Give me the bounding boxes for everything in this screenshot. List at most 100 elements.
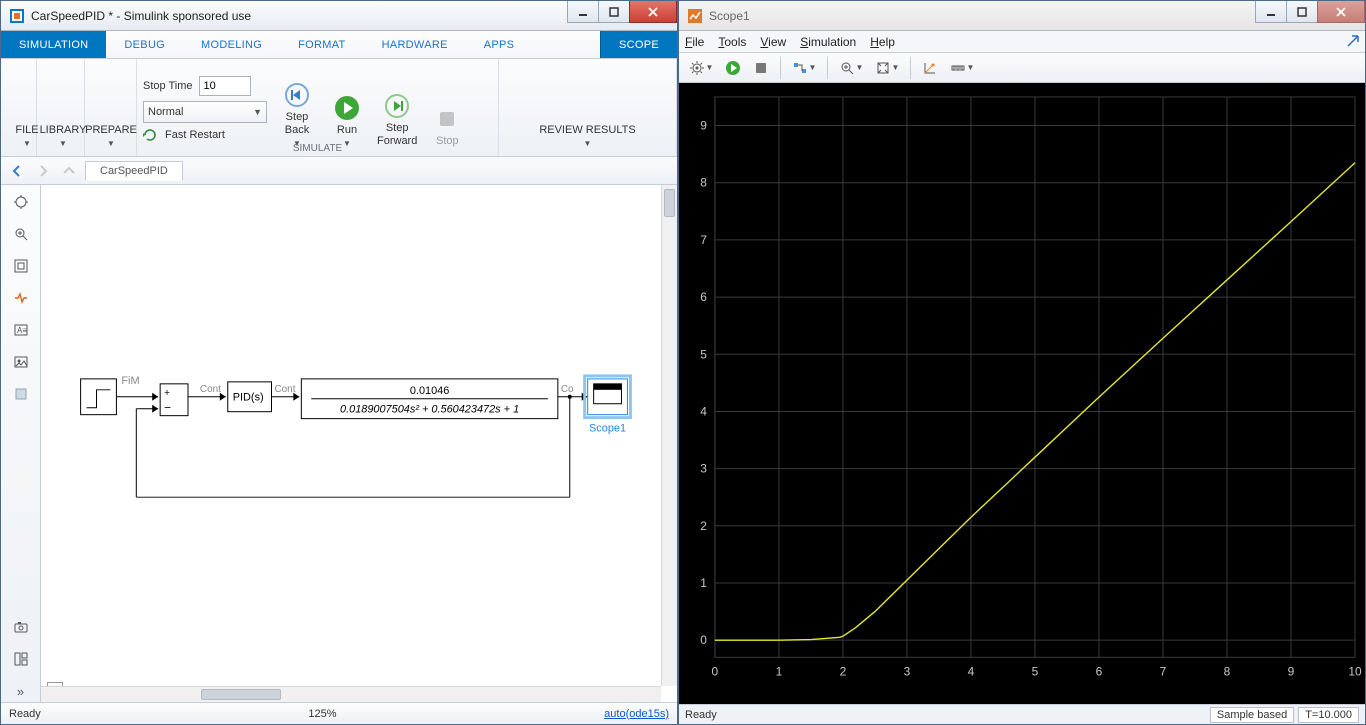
zoom-icon[interactable]	[10, 223, 32, 245]
svg-text:0: 0	[712, 664, 719, 678]
svg-text:2: 2	[840, 664, 847, 678]
minimize-button[interactable]	[567, 1, 599, 23]
svg-text:7: 7	[1160, 664, 1167, 678]
tab-debug[interactable]: DEBUG	[106, 31, 183, 58]
run-button-scope[interactable]	[721, 56, 745, 80]
breadcrumb-tab[interactable]: CarSpeedPID	[85, 161, 183, 181]
hide-show-explorer-icon[interactable]	[10, 191, 32, 213]
menu-file[interactable]: File	[685, 35, 704, 49]
autoscale-button[interactable]: ▼	[871, 56, 903, 80]
scope-plot-area[interactable]: 0123456789100123456789	[679, 83, 1365, 704]
sample-time-icon[interactable]	[10, 287, 32, 309]
scope-statusbar: Ready Sample based T=10.000	[679, 704, 1365, 724]
prepare-menu[interactable]: PREPARE▼	[91, 68, 131, 148]
area-icon[interactable]	[10, 383, 32, 405]
expand-icon[interactable]: »	[10, 680, 32, 702]
tab-apps[interactable]: APPS	[466, 31, 533, 58]
scope-maximize-button[interactable]	[1286, 1, 1318, 23]
svg-text:Co: Co	[561, 384, 574, 395]
nav-back-button[interactable]	[7, 161, 27, 181]
status-solver[interactable]: auto(ode15s)	[604, 708, 669, 720]
svg-text:0.01046: 0.01046	[410, 385, 449, 397]
svg-text:Scope1: Scope1	[589, 423, 626, 435]
dock-icon[interactable]	[1345, 33, 1361, 49]
nav-up-button[interactable]	[59, 161, 79, 181]
svg-text:4: 4	[968, 664, 975, 678]
simulink-icon	[9, 8, 25, 24]
tab-scope[interactable]: SCOPE	[600, 31, 677, 58]
step-back-button[interactable]: Step Back▼	[277, 68, 317, 148]
menu-view[interactable]: View	[760, 35, 786, 49]
tab-hardware[interactable]: HARDWARE	[364, 31, 466, 58]
svg-text:1: 1	[776, 664, 783, 678]
scope-close-button[interactable]	[1317, 1, 1365, 23]
menu-tools[interactable]: Tools	[718, 35, 746, 49]
status-zoom[interactable]: 125%	[41, 708, 604, 720]
configure-button[interactable]: ▼	[685, 56, 717, 80]
svg-text:6: 6	[1096, 664, 1103, 678]
scope-window-controls	[1256, 1, 1365, 23]
screenshot-icon[interactable]	[10, 616, 32, 638]
scope-toolbar: ▼ ▼ ▼ ▼ ▼	[679, 53, 1365, 83]
svg-text:9: 9	[700, 119, 707, 133]
sim-settings: Stop Time Normal▼ Fast Restart	[143, 74, 267, 144]
svg-text:PID(s): PID(s)	[233, 392, 264, 404]
scope-menubar: File Tools View Simulation Help	[679, 31, 1365, 53]
canvas-hscroll[interactable]	[41, 686, 661, 702]
annotation-icon[interactable]: A≡	[10, 319, 32, 341]
zoom-button-scope[interactable]: ▼	[835, 56, 867, 80]
svg-text:Cont: Cont	[200, 384, 221, 395]
review-results-menu[interactable]: REVIEW RESULTS▼	[539, 68, 635, 148]
editor-main: A≡ » FiM + −	[1, 185, 677, 702]
nav-forward-button[interactable]	[33, 161, 53, 181]
tab-simulation[interactable]: SIMULATION	[1, 31, 106, 58]
svg-text:6: 6	[700, 290, 707, 304]
fast-restart-label: Fast Restart	[165, 129, 225, 141]
cursor-measure-button[interactable]	[918, 56, 942, 80]
tab-format[interactable]: FORMAT	[280, 31, 363, 58]
svg-text:5: 5	[700, 347, 707, 361]
svg-text:5: 5	[1032, 664, 1039, 678]
close-button[interactable]	[629, 1, 677, 23]
fit-view-icon[interactable]	[10, 255, 32, 277]
simulink-titlebar[interactable]: CarSpeedPID * - Simulink sponsored use	[1, 1, 677, 31]
scope-minimize-button[interactable]	[1255, 1, 1287, 23]
status-ready: Ready	[9, 708, 41, 720]
image-icon[interactable]	[10, 351, 32, 373]
model-browser-icon[interactable]	[10, 648, 32, 670]
palette-bar: A≡ »	[1, 185, 41, 702]
simulink-window-controls	[568, 1, 677, 23]
model-breadcrumb-bar: CarSpeedPID	[1, 157, 677, 185]
maximize-button[interactable]	[598, 1, 630, 23]
svg-text:4: 4	[700, 404, 707, 418]
run-button[interactable]: Run▼	[327, 68, 367, 148]
fast-restart-toggle[interactable]: Fast Restart	[143, 128, 267, 142]
menu-simulation[interactable]: Simulation	[800, 35, 856, 49]
stop-button[interactable]: Stop	[427, 68, 467, 148]
step-back-icon	[284, 82, 310, 108]
trigger-button[interactable]: ▼	[788, 56, 820, 80]
scope-title: Scope1	[709, 9, 750, 23]
simulate-group-label: SIMULATE	[137, 143, 498, 154]
svg-text:−: −	[164, 401, 171, 415]
svg-text:A≡: A≡	[17, 326, 27, 335]
model-canvas[interactable]: FiM + − Cont PID(s)	[41, 185, 677, 702]
scope-titlebar[interactable]: Scope1	[679, 1, 1365, 31]
svg-text:7: 7	[700, 233, 707, 247]
svg-text:FiM: FiM	[121, 375, 139, 387]
sim-mode-value: Normal	[148, 106, 183, 118]
step-forward-button[interactable]: Step Forward	[377, 68, 417, 148]
tab-modeling[interactable]: MODELING	[183, 31, 280, 58]
stop-button-scope[interactable]	[749, 56, 773, 80]
sim-mode-select[interactable]: Normal▼	[143, 101, 267, 123]
measurements-button[interactable]: ▼	[946, 56, 978, 80]
menu-help[interactable]: Help	[870, 35, 895, 49]
stop-time-input[interactable]	[199, 76, 251, 96]
scope-window: Scope1 File Tools View Simulation Help ▼…	[678, 0, 1366, 725]
simulink-title: CarSpeedPID * - Simulink sponsored use	[31, 9, 251, 23]
library-menu[interactable]: LIBRARY▼	[43, 68, 83, 148]
simulink-window: CarSpeedPID * - Simulink sponsored use S…	[0, 0, 678, 725]
canvas-vscroll[interactable]	[661, 185, 677, 686]
svg-text:3: 3	[700, 462, 707, 476]
svg-text:9: 9	[1288, 664, 1295, 678]
